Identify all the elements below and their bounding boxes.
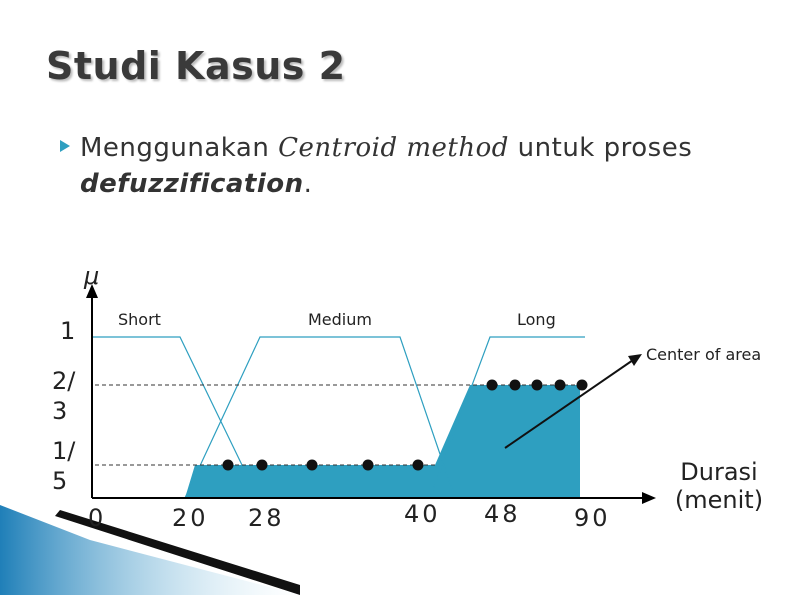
x-label: 90	[574, 504, 611, 532]
x-axis-label: Durasi (menit)	[674, 458, 764, 514]
text: .	[303, 169, 313, 199]
x-label: 0	[88, 504, 104, 532]
annotation: Center of area	[646, 345, 762, 364]
x-label: 20	[172, 504, 209, 532]
x-label: 28	[248, 504, 285, 532]
sample-points	[222, 379, 588, 471]
centroid-area	[185, 385, 580, 498]
bullet-mark	[60, 140, 70, 152]
x-arrow	[642, 492, 656, 504]
y-label: 1	[60, 317, 76, 345]
set-label: Long	[517, 310, 556, 329]
annotation-arrow	[504, 357, 637, 449]
y-arrow	[86, 284, 98, 298]
annotation-arrowhead	[628, 354, 642, 366]
bullet-text: Menggunakan Centroid method untuk proses…	[80, 130, 770, 202]
text: Menggunakan	[80, 133, 279, 163]
set-label: Short	[118, 310, 161, 329]
y-label: 2/3	[52, 367, 76, 425]
text: untuk proses	[508, 133, 693, 163]
text: defuzzification	[80, 169, 304, 199]
x-label: 40	[404, 500, 441, 528]
decoration	[0, 505, 300, 595]
title: Studi Kasus 2	[46, 44, 346, 88]
y-label: 1/5	[52, 437, 76, 495]
y-axis-label: μ	[84, 262, 100, 290]
axes	[91, 292, 648, 499]
x-label: 48	[484, 500, 521, 528]
decoration-line	[55, 510, 300, 595]
set-label: Medium	[308, 310, 372, 329]
text: Centroid method	[278, 133, 509, 163]
membership-lines	[92, 336, 585, 499]
